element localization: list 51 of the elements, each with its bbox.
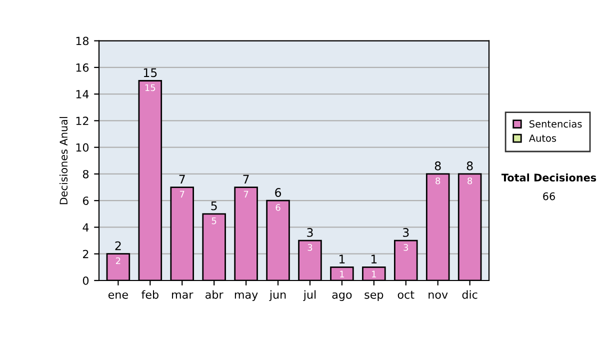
total-label: 2 — [115, 241, 121, 250]
total-label: 8 — [466, 161, 473, 170]
y-tick-label: 12 — [76, 116, 88, 125]
data-label: 8 — [436, 177, 440, 184]
total-label: 7 — [179, 174, 185, 184]
data-label: 1 — [372, 270, 376, 278]
y-tick-label: 0 — [82, 276, 89, 285]
legend-label: Autos — [528, 134, 556, 142]
x-tick-label: jul — [303, 290, 316, 301]
data-label: 3 — [308, 244, 312, 251]
legend-label: Sentencias — [530, 120, 582, 128]
y-tick-label: 14 — [76, 90, 89, 98]
total-label: 7 — [243, 174, 249, 184]
total-label: 1 — [339, 254, 345, 264]
data-label: 1 — [340, 270, 344, 278]
total-label: 3 — [403, 228, 409, 237]
x-tick-label: abr — [206, 290, 224, 299]
text: Total Decisiones — [501, 173, 596, 182]
x-tick-label: dic — [462, 290, 478, 299]
x-tick-label: ago — [332, 292, 352, 301]
total-label: 5 — [211, 202, 217, 210]
y-tick-label: 4 — [82, 223, 89, 232]
data-label: 6 — [276, 204, 280, 211]
total-label: 6 — [275, 188, 282, 197]
x-tick-label: sep — [364, 292, 384, 301]
x-tick-label: mar — [172, 292, 194, 299]
y-tick-label: 8 — [82, 170, 89, 178]
y-axis-title: Decisiones Anual — [60, 117, 68, 204]
y-tick-label: 2 — [83, 250, 88, 258]
x-tick-label: ene — [108, 292, 128, 299]
data-label: 5 — [212, 218, 216, 224]
data-label: 15 — [145, 84, 156, 92]
y-tick-label: 16 — [76, 63, 89, 72]
total-label: 3 — [307, 228, 313, 237]
y-tick-label: 18 — [76, 36, 89, 46]
total-label: 15 — [144, 68, 157, 78]
total-label: 8 — [434, 161, 441, 170]
x-tick-label: jun — [269, 290, 286, 301]
y-tick-label: 6 — [82, 196, 89, 205]
data-label: 3 — [404, 244, 408, 251]
x-tick-label: may — [234, 292, 258, 301]
y-tick-label: 10 — [76, 143, 89, 152]
text: 66 — [543, 192, 555, 200]
x-tick-label: nov — [428, 292, 448, 299]
total-label: 1 — [371, 254, 377, 264]
data-label: 7 — [180, 190, 184, 198]
data-label: 7 — [244, 190, 248, 198]
data-label: 8 — [468, 177, 472, 184]
x-tick-label: feb — [142, 290, 158, 299]
data-label: 2 — [116, 257, 120, 264]
x-tick-label: oct — [398, 290, 414, 299]
